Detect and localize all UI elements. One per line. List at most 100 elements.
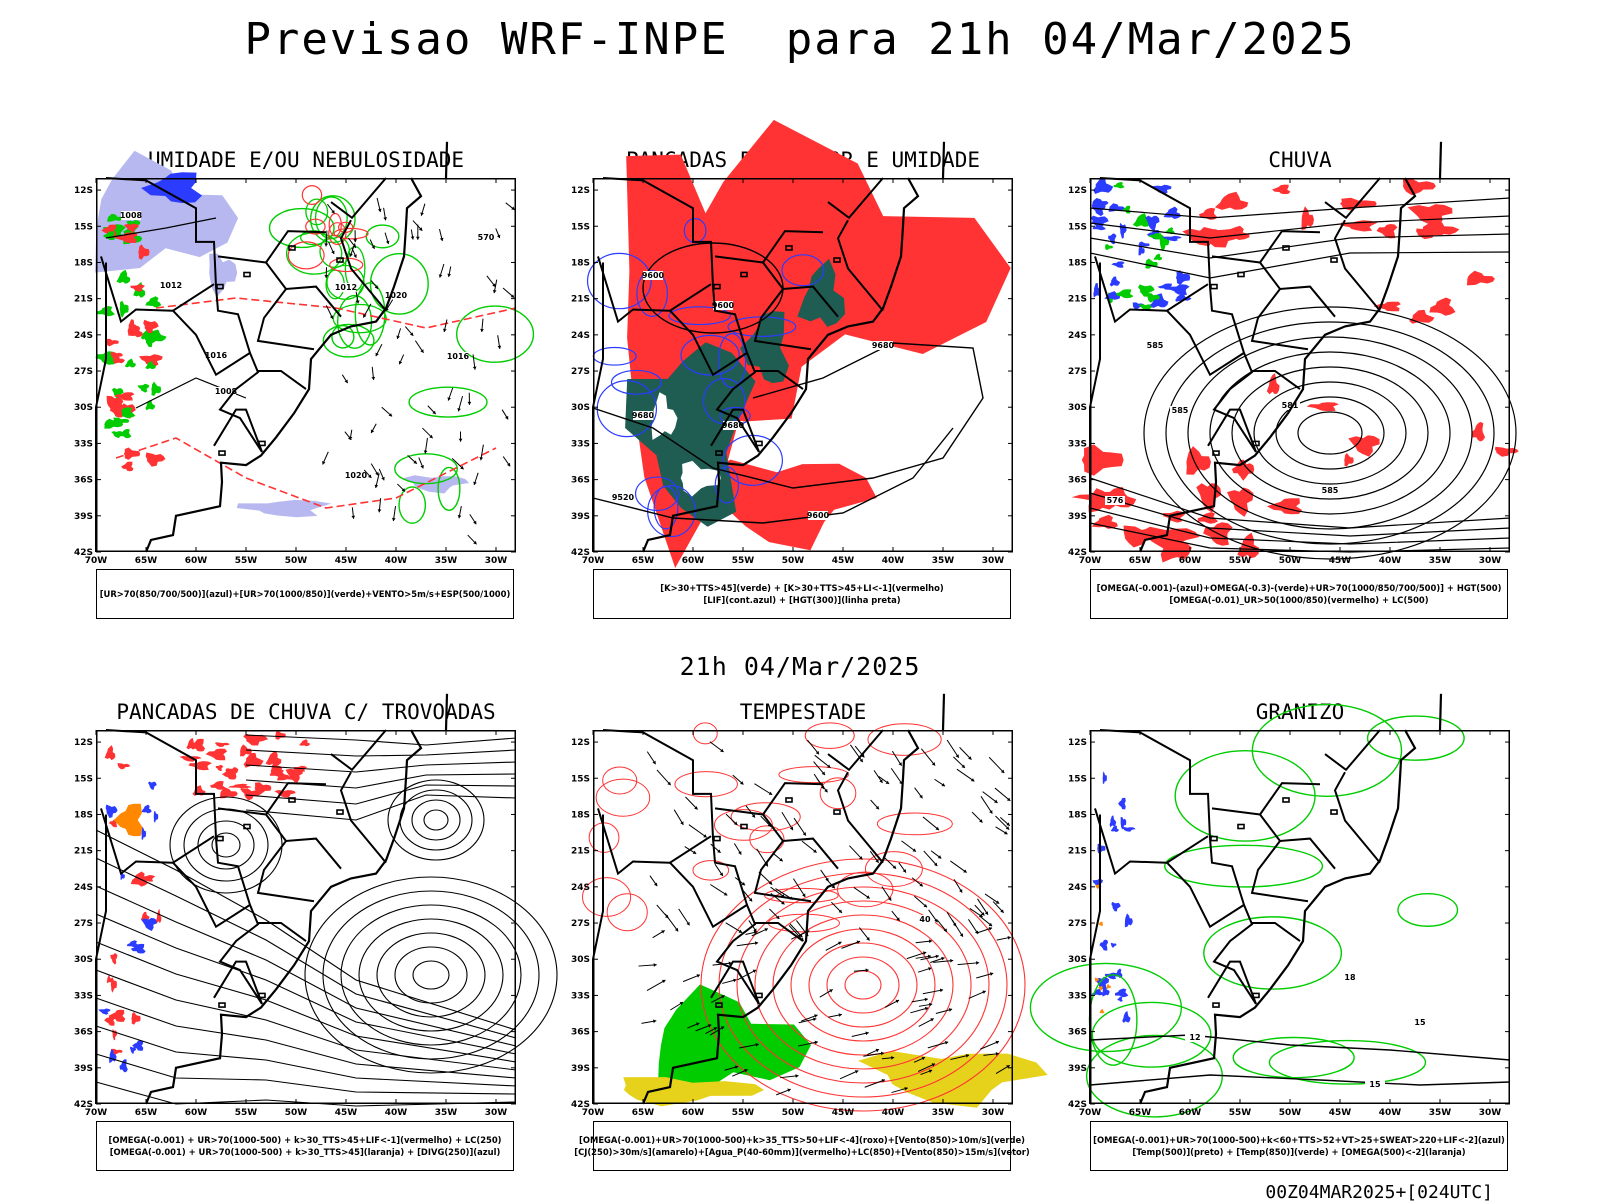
lat-label: 30S xyxy=(1068,955,1087,965)
lat-label: 24S xyxy=(74,883,93,893)
lake-outline xyxy=(217,837,223,841)
lon-label: 55W xyxy=(732,556,755,566)
arrow-shaft xyxy=(958,963,980,965)
coastline-ne xyxy=(446,694,447,730)
arrow-shaft xyxy=(947,740,959,758)
legend-line: [OMEGA(-0.001) + UR>70(1000-500) + k>30_… xyxy=(110,1146,501,1158)
omega-dot xyxy=(1100,1009,1105,1014)
height-contour xyxy=(1298,412,1362,454)
border-line xyxy=(1167,836,1244,927)
humidity-patch xyxy=(106,339,119,347)
wind-vector xyxy=(674,810,683,825)
arrow-shaft xyxy=(793,879,805,897)
wind-vector xyxy=(936,1008,952,1013)
arrow-head xyxy=(865,1031,868,1035)
wind-arrow xyxy=(420,204,425,216)
lat-label: 12S xyxy=(1068,186,1087,196)
lon-label: 30W xyxy=(982,1108,1005,1118)
wind-vector xyxy=(919,1003,932,1007)
wind-arrow xyxy=(351,507,355,518)
wind-vector xyxy=(981,796,992,813)
precipitable-water-contour xyxy=(827,957,899,1013)
wind-arrow xyxy=(379,469,384,480)
wind-arrow xyxy=(408,455,417,463)
hail-patch xyxy=(1118,798,1126,810)
contour-label: 18 xyxy=(1344,973,1356,982)
lat-label: 18S xyxy=(74,258,93,268)
contour-label: 1016 xyxy=(447,352,470,361)
lat-label: 15S xyxy=(1068,774,1087,784)
wind-vector xyxy=(947,912,956,926)
lat-label: 27S xyxy=(571,919,590,929)
arrow-shaft xyxy=(689,825,707,838)
lon-label: 40W xyxy=(882,1108,905,1118)
humidity-patch xyxy=(119,429,131,438)
storm-patch xyxy=(215,742,230,747)
legend-pancadas-calor: [K>30+TTS>45](verde) + [K>30+TTS>45+LI<-… xyxy=(593,569,1011,619)
lat-label: 27S xyxy=(74,919,93,929)
arrow-shaft xyxy=(981,796,992,813)
border-line xyxy=(1212,256,1260,262)
wind-vector xyxy=(960,747,972,759)
wind-arrow xyxy=(322,452,328,465)
wind-arrow xyxy=(371,280,378,288)
wind-vector xyxy=(679,909,690,926)
wind-arrow xyxy=(506,203,515,210)
wind-arrow xyxy=(385,233,389,244)
lon-label: 55W xyxy=(1229,556,1252,566)
lat-label: 39S xyxy=(1068,512,1087,522)
wind-vector xyxy=(793,879,805,897)
lat-label: 30S xyxy=(74,955,93,965)
lon-label: 30W xyxy=(1479,1108,1502,1118)
wind-arrow xyxy=(382,407,392,416)
contour-label: 1012 xyxy=(160,281,182,290)
wind-vector xyxy=(769,909,779,919)
lat-label: 21S xyxy=(1068,847,1087,857)
contour-label: 9600 xyxy=(807,511,830,520)
wind-vector xyxy=(910,1007,928,1013)
lon-label: 45W xyxy=(1329,1108,1352,1118)
wind-vector xyxy=(780,1074,798,1078)
lat-label: 33S xyxy=(1068,991,1087,1001)
lat-label: 36S xyxy=(571,476,590,486)
wind-vectors xyxy=(322,198,515,544)
wind-vector xyxy=(733,775,744,784)
omega-patch xyxy=(1093,179,1113,195)
lon-label: 30W xyxy=(1479,556,1502,566)
wind-vector xyxy=(871,800,879,809)
omega-patch xyxy=(1120,223,1127,239)
wind-arrow xyxy=(371,424,376,433)
contour-label: 1020 xyxy=(345,471,368,480)
legend-line: [OMEGA(-0.001)+UR>70(1000-500)+k>35_TTS>… xyxy=(579,1134,1025,1146)
main-title: Previsao WRF-INPE para 21h 04/Mar/2025 xyxy=(0,14,1600,65)
omega-dot xyxy=(1098,922,1103,926)
legend-line: [Temp(500)](preto) + [Temp(850)](verde) … xyxy=(1132,1146,1465,1158)
wind-vector xyxy=(891,768,902,784)
wind-vector xyxy=(650,876,657,886)
border-line xyxy=(828,730,883,770)
temp850-contour xyxy=(1165,845,1323,887)
lon-label: 35W xyxy=(435,1108,458,1118)
precipitable-water-contour xyxy=(877,813,952,835)
lat-label: 36S xyxy=(74,476,93,486)
temp850-contour xyxy=(1398,894,1457,927)
lat-label: 18S xyxy=(1068,258,1087,268)
storm-patch xyxy=(111,977,117,992)
lon-label: 40W xyxy=(385,1108,408,1118)
storm-patch xyxy=(216,765,224,771)
weather-fields xyxy=(625,120,1011,568)
border-line xyxy=(1325,178,1380,218)
lat-label: 30S xyxy=(74,403,93,413)
contour-label: 15 xyxy=(1414,1018,1426,1027)
wind-arrow xyxy=(396,328,400,339)
wind-vector xyxy=(953,757,965,768)
wind-vector xyxy=(916,939,932,943)
wind-vector xyxy=(899,863,906,873)
arrow-shaft xyxy=(710,885,727,896)
contour-label: 1008 xyxy=(120,211,143,220)
storm-patch xyxy=(275,731,286,740)
wind-arrow xyxy=(353,230,357,242)
